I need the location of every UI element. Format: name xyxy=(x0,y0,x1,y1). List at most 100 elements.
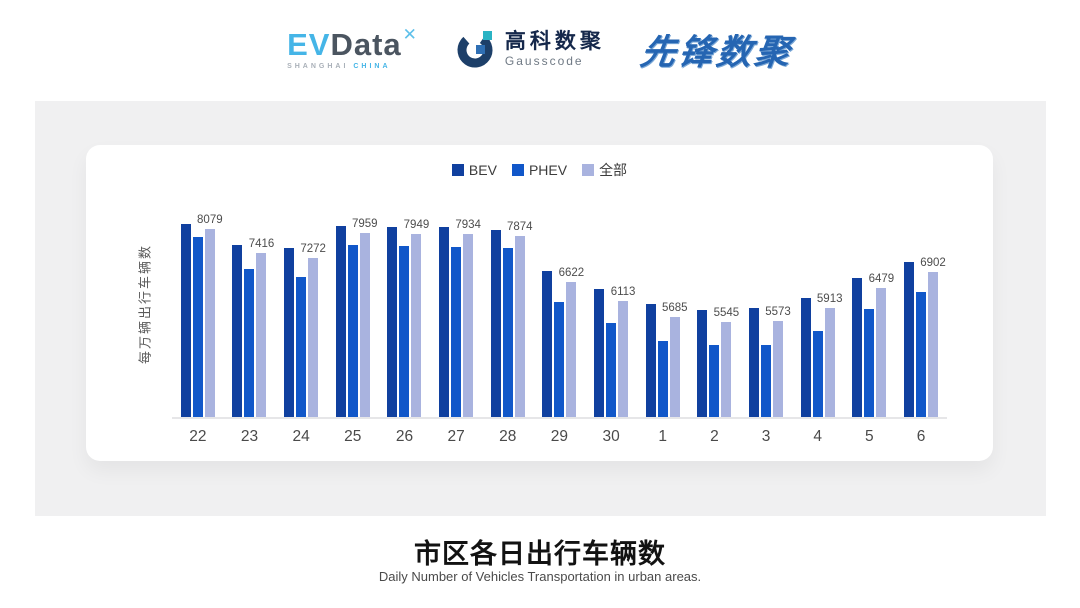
data-label: 6113 xyxy=(610,286,636,298)
bar-group-2: 5545 xyxy=(697,189,739,417)
legend-label: PHEV xyxy=(528,162,568,178)
bar-全部-28: 7874 xyxy=(507,221,533,417)
bar-group-29: 6622 xyxy=(542,189,584,417)
bar-全部-4: 5913 xyxy=(817,293,843,417)
bar-PHEV-3 xyxy=(761,345,772,417)
legend-label: 全部 xyxy=(599,162,628,178)
x-tick-25: 25 xyxy=(344,428,362,445)
bar-PHEV-2 xyxy=(709,345,720,417)
bar-group-23: 7416 xyxy=(232,189,274,417)
bar-全部-24: 7272 xyxy=(300,243,326,417)
bar-BEV-6 xyxy=(904,262,915,417)
data-label: 7272 xyxy=(300,243,326,255)
bar-group-26: 7949 xyxy=(387,189,429,417)
data-label: 7416 xyxy=(248,238,275,250)
bar-BEV-30 xyxy=(594,289,605,417)
x-tick-23: 23 xyxy=(240,428,259,445)
bar-全部-29: 6622 xyxy=(559,267,584,417)
legend-item-PHEV: PHEV xyxy=(511,162,568,178)
bar-group-24: 7272 xyxy=(284,189,326,417)
evdata-logo-ev: EV xyxy=(287,26,331,62)
bar-group-25: 7959 xyxy=(335,189,378,417)
bar-BEV-3 xyxy=(749,308,760,417)
bar-PHEV-25 xyxy=(347,245,358,417)
x-tick-6: 6 xyxy=(916,428,926,445)
bar-PHEV-22 xyxy=(192,237,203,417)
bar-PHEV-5 xyxy=(864,309,875,417)
x-tick-24: 24 xyxy=(292,428,310,445)
bar-group-6: 6902 xyxy=(904,189,946,417)
x-tick-27: 27 xyxy=(447,428,465,445)
bar-group-1: 5685 xyxy=(645,189,688,417)
bar-全部-5: 6479 xyxy=(869,273,894,417)
bar-BEV-28 xyxy=(490,230,501,417)
data-label: 7934 xyxy=(455,219,481,231)
bar-PHEV-28 xyxy=(502,248,513,417)
x-tick-1: 1 xyxy=(658,428,668,445)
bar-group-27: 7934 xyxy=(439,189,481,417)
bar-BEV-2 xyxy=(697,310,708,417)
legend-item-全部: 全部 xyxy=(582,160,627,180)
legend-swatch xyxy=(451,164,464,176)
y-axis-label: 每万辆出行车辆数 xyxy=(137,243,153,365)
x-tick-3: 3 xyxy=(761,428,771,445)
x-tick-2: 2 xyxy=(710,428,719,445)
x-tick-4: 4 xyxy=(813,428,823,445)
data-label: 7959 xyxy=(352,218,378,230)
data-label: 5545 xyxy=(713,307,740,319)
x-axis-labels: 22 23 24 25 26 27 28 29 30 1 2 3 4 5 6 xyxy=(172,428,947,446)
data-label: 5573 xyxy=(765,306,791,318)
data-label: 6622 xyxy=(558,267,585,279)
x-tick-29: 29 xyxy=(550,428,569,445)
bar-PHEV-23 xyxy=(244,269,255,417)
data-label: 5913 xyxy=(816,293,843,305)
bar-BEV-4 xyxy=(800,298,811,417)
bar-PHEV-29 xyxy=(554,302,565,417)
bar-group-22: 8079 xyxy=(180,189,223,417)
x-tick-28: 28 xyxy=(499,428,517,445)
bar-全部-2: 5545 xyxy=(714,307,739,417)
gausscode-en-text: Gausscode xyxy=(504,54,584,69)
evdata-logo-data: Data xyxy=(330,26,402,62)
gausscode-g-icon xyxy=(457,31,493,68)
evdata-x-icon: ✕ xyxy=(402,24,418,44)
evdata-sub-china: CHINA xyxy=(353,62,391,70)
data-label: 8079 xyxy=(197,214,223,226)
bar-group-3: 5573 xyxy=(749,189,791,417)
data-label: 5685 xyxy=(661,302,688,314)
legend-item-BEV: BEV xyxy=(451,162,497,178)
pioneer-logo: 先锋数聚 xyxy=(637,32,796,72)
evdata-sub-shanghai: SHANGHAI xyxy=(287,62,349,70)
legend-swatch xyxy=(511,164,524,176)
bar-全部-22: 8079 xyxy=(197,214,223,417)
bar-PHEV-26 xyxy=(399,246,410,417)
bar-group-4: 5913 xyxy=(800,189,843,417)
gausscode-cn-text: 高科数聚 xyxy=(504,29,605,53)
bar-全部-30: 6113 xyxy=(611,286,635,417)
chart-legend: BEV PHEV 全部 xyxy=(86,160,993,180)
bar-全部-3: 5573 xyxy=(765,306,791,417)
evdata-logo: EV Data ✕ SHANGHAI CHINA xyxy=(287,24,418,70)
bar-PHEV-30 xyxy=(606,323,617,417)
bar-group-5: 6479 xyxy=(852,189,894,417)
bar-BEV-24 xyxy=(284,248,295,417)
bar-全部-1: 5685 xyxy=(662,302,688,417)
bar-BEV-1 xyxy=(645,304,656,417)
data-label: 7874 xyxy=(506,221,533,233)
chart-card: BEV PHEV 全部 每万辆出行车辆数 8079 7416 7272 7959 7949 7… xyxy=(86,145,993,461)
x-tick-22: 22 xyxy=(189,428,207,445)
bar-全部-26: 7949 xyxy=(404,219,429,417)
bar-BEV-26 xyxy=(387,227,398,417)
bar-BEV-5 xyxy=(852,278,863,417)
bar-group-28: 7874 xyxy=(490,189,533,417)
bar-全部-23: 7416 xyxy=(249,238,274,417)
bar-group-30: 6113 xyxy=(594,189,635,417)
data-label: 6902 xyxy=(920,257,946,269)
header-logos: EV Data ✕ SHANGHAI CHINA 高科数聚 Gausscode 先锋… xyxy=(0,16,1080,82)
bar-BEV-27 xyxy=(439,227,450,417)
bar-PHEV-4 xyxy=(812,331,823,417)
bar-PHEV-1 xyxy=(657,341,668,417)
data-label: 7949 xyxy=(403,219,430,231)
bar-BEV-23 xyxy=(232,245,243,417)
